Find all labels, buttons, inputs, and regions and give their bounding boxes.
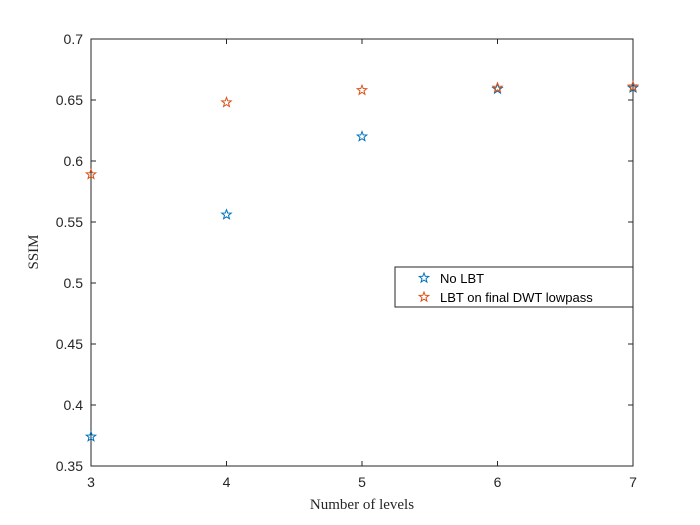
y-tick-label: 0.55 [56,214,83,230]
series-2-point [355,83,369,96]
series-1-point [355,130,369,142]
series-2-point [491,81,504,94]
y-tick-label: 0.7 [64,31,84,47]
plot-area [90,38,634,467]
legend: No LBT LBT on final DWT lowpass [394,266,634,308]
y-tick-label: 0.5 [64,275,84,291]
x-tick-labels: 3 4 5 6 7 [87,474,637,490]
data-points [84,80,640,442]
y-tick-labels: 0.35 0.4 0.45 0.5 0.55 0.6 0.65 0.7 [56,31,83,474]
x-tick-label: 5 [358,474,366,490]
legend-box [394,266,634,308]
legend-marker [417,271,431,284]
legend-label: LBT on final DWT lowpass [440,290,593,305]
y-tick-label: 0.35 [56,458,83,474]
series-2-point [626,80,640,92]
series-1-point [84,430,98,442]
y-tick-label: 0.6 [64,153,84,169]
y-tick-label: 0.45 [56,336,83,352]
y-tick-label: 0.65 [56,92,83,108]
series-2-point [84,167,98,180]
legend-marker [417,290,431,303]
series-1-point [220,208,233,220]
x-axis-label: Number of levels [310,497,414,513]
series-2-point [220,96,233,108]
x-tick-label: 6 [494,474,502,490]
x-tick-label: 3 [87,474,95,490]
x-tick-label: 4 [223,474,231,490]
legend-label: No LBT [440,271,484,286]
x-tick-label: 7 [629,474,637,490]
y-axis-label: SSIM [26,234,42,269]
y-tick-label: 0.4 [64,397,84,413]
